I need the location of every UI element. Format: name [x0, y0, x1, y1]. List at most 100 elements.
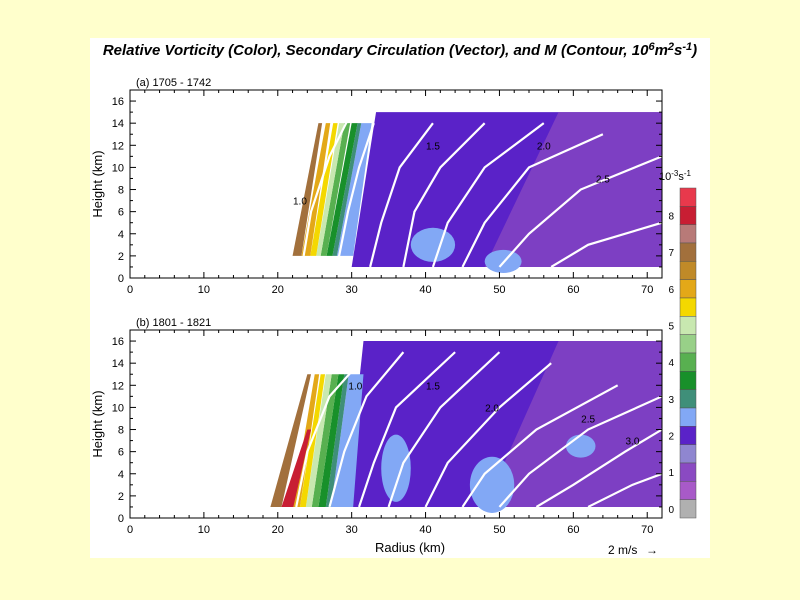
y-tick-label: 4: [118, 469, 124, 481]
x-tick-label: 0: [127, 284, 133, 296]
panel-label: (a) 1705 - 1742: [136, 77, 211, 89]
m-contour: [358, 351, 456, 508]
vorticity-band: [310, 123, 338, 256]
colorbar-label: 6: [668, 285, 674, 296]
colorbar-unit: 10-3s-1: [659, 169, 692, 183]
plot-area: 1.0 1.5 2.0 2.5: [292, 111, 662, 273]
m-contour-label: 3.0: [625, 437, 639, 448]
colorbar-label: 1: [668, 468, 674, 479]
x-tick-label: 40: [419, 524, 431, 536]
x-tick-label: 70: [641, 524, 653, 536]
colorbar-swatch: [679, 426, 697, 445]
y-tick-label: 10: [112, 162, 124, 174]
y-tick-label: 2: [118, 251, 124, 263]
y-tick-label: 16: [112, 96, 124, 108]
vorticity-patch: [381, 434, 411, 502]
m-contour: [369, 122, 434, 268]
y-tick-label: 0: [118, 513, 124, 525]
colorbar-swatch: [679, 462, 697, 482]
x-tick-label: 10: [198, 524, 210, 536]
y-tick-label: 12: [112, 380, 124, 392]
colorbar-label: 3: [668, 395, 674, 406]
y-tick-label: 4: [118, 229, 124, 241]
colorbar-swatch: [679, 481, 697, 500]
near-zero-vorticity-region: [484, 112, 662, 267]
vorticity-chart: Relative Vorticity (Color), Secondary Ci…: [90, 41, 697, 557]
x-tick-label: 0: [127, 524, 133, 536]
x-tick-label: 40: [419, 284, 431, 296]
colorbar-swatch: [679, 352, 697, 372]
y-tick-label: 2: [118, 491, 124, 503]
colorbar-label: 2: [668, 432, 674, 443]
m-contour: [498, 395, 662, 508]
m-contour-label: 1.5: [426, 381, 440, 392]
figure-panel: Relative Vorticity (Color), Secondary Ci…: [90, 38, 710, 558]
colorbar-swatch: [679, 499, 697, 519]
x-tick-label: 30: [346, 524, 358, 536]
y-tick-label: 6: [118, 447, 124, 459]
colorbar-swatch: [679, 334, 697, 354]
colorbar-swatch: [679, 407, 697, 427]
x-tick-label: 70: [641, 284, 653, 296]
colorbar-swatch: [679, 261, 697, 280]
y-axis-label: Height (km): [90, 390, 105, 457]
m-contour: [424, 362, 552, 508]
m-contour: [328, 351, 405, 508]
m-contour: [387, 351, 501, 508]
x-tick-label: 50: [493, 524, 505, 536]
vorticity-band: [316, 123, 345, 256]
colorbar-swatch: [679, 371, 697, 390]
x-axis-label: Radius (km): [375, 540, 445, 555]
m-contour: [335, 122, 375, 268]
colorbar-swatch: [679, 389, 697, 409]
colorbar-swatch: [679, 279, 697, 299]
y-tick-label: 16: [112, 336, 124, 348]
vorticity-band: [292, 123, 323, 256]
reference-vector-arrow: →: [646, 543, 658, 557]
m-contour: [550, 221, 662, 268]
x-tick-label: 20: [272, 524, 284, 536]
x-tick-label: 20: [272, 284, 284, 296]
y-tick-label: 12: [112, 140, 124, 152]
m-contour: [295, 362, 360, 508]
m-contour-label: 2.0: [537, 141, 551, 152]
vorticity-patch: [469, 456, 515, 513]
y-axis-label: Height (km): [90, 150, 105, 217]
panel-label: (b) 1801 - 1821: [136, 317, 211, 329]
vorticity-band: [325, 374, 349, 507]
vorticity-band: [318, 374, 345, 507]
x-tick-label: 60: [567, 284, 579, 296]
colorbar-label: 5: [668, 322, 674, 333]
colorbar-swatch: [679, 187, 697, 207]
colorbar-swatch: [679, 316, 697, 335]
m-contour: [431, 122, 545, 268]
vorticity-band: [320, 123, 351, 256]
colorbar-swatch: [679, 224, 697, 244]
plot-area: 1.0 1.5 2.0 2.5 3.0: [270, 341, 662, 513]
m-contour: [461, 133, 604, 268]
colorbar-swatch: [679, 206, 697, 225]
colorbar-swatch: [679, 242, 697, 262]
near-zero-vorticity-region: [484, 341, 662, 507]
colorbar: 10-3s-1 8 7 6 5 4 3 2 1 0: [659, 169, 697, 519]
colorbar-swatch: [679, 444, 697, 464]
m-contour-label: 2.5: [581, 414, 595, 425]
m-contour: [402, 122, 486, 268]
y-tick-label: 8: [118, 425, 124, 437]
x-tick-label: 10: [198, 284, 210, 296]
vorticity-patch: [410, 227, 456, 262]
colorbar-swatch: [679, 297, 697, 317]
vorticity-band: [326, 123, 358, 256]
vorticity-band: [311, 374, 339, 507]
vorticity-band: [332, 123, 362, 256]
y-tick-label: 0: [118, 273, 124, 285]
m-contour: [302, 111, 353, 257]
y-tick-label: 14: [112, 118, 124, 130]
vorticity-band: [281, 429, 312, 507]
x-tick-label: 60: [567, 524, 579, 536]
m-contour-label: 2.0: [485, 403, 499, 414]
m-contour: [587, 472, 662, 508]
reference-vector-label: 2 m/s: [608, 543, 637, 557]
x-tick-label: 30: [346, 284, 358, 296]
